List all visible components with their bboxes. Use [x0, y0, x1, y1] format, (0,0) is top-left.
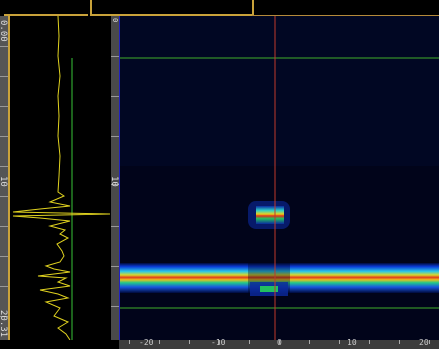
index-label-1: -20 — [139, 338, 154, 347]
top-toolbar — [0, 0, 439, 16]
depth-mid-label: 10 — [0, 176, 8, 187]
a-scan-panel[interactable] — [8, 15, 113, 341]
a-scan-plot — [12, 15, 111, 341]
b-scan-image[interactable] — [119, 16, 439, 340]
depth-start-label: 0.00 — [0, 20, 8, 42]
index-label-3: 0 — [277, 338, 282, 347]
depth-ruler: 0.00 10 20.31 — [0, 16, 8, 340]
index-ruler: -20 -10 0 10 20 — [119, 338, 439, 349]
b-scan-depth-start-label: 0 — [111, 18, 119, 23]
a-scan-trace — [12, 15, 111, 341]
depth-end-label: 20.31 — [0, 310, 8, 338]
b-scan-plot — [120, 16, 439, 340]
reading-field-3[interactable] — [252, 0, 439, 16]
index-label-4: 10 — [347, 338, 357, 347]
index-label-2: -10 — [211, 338, 226, 347]
b-scan-depth-mid-label: 10 — [109, 176, 119, 187]
ruler-corner — [0, 340, 119, 349]
b-scan-depth-ruler: 0 10 — [109, 16, 119, 340]
reading-field-2[interactable] — [90, 0, 254, 16]
reading-field-1[interactable] — [4, 0, 88, 16]
index-label-5: 20 — [419, 338, 429, 347]
